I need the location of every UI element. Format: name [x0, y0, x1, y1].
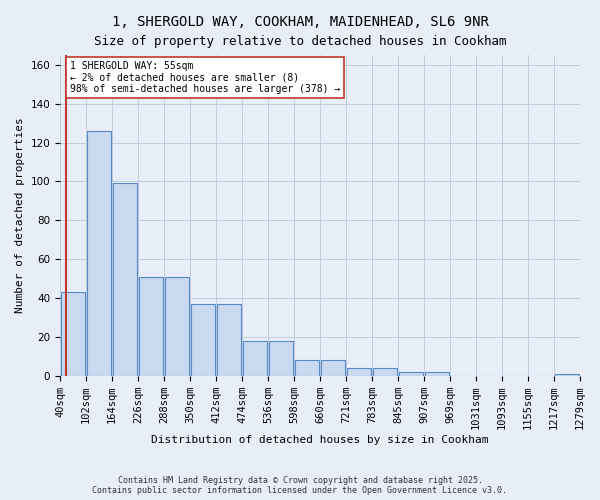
Bar — [320, 360, 346, 376]
Bar — [269, 341, 293, 376]
Bar — [86, 131, 112, 376]
Bar — [164, 277, 190, 376]
Text: 1 SHERGOLD WAY: 55sqm
← 2% of detached houses are smaller (8)
98% of semi-detach: 1 SHERGOLD WAY: 55sqm ← 2% of detached h… — [70, 61, 340, 94]
Bar — [425, 372, 449, 376]
Bar — [139, 277, 163, 376]
Bar — [347, 368, 371, 376]
Bar — [398, 372, 424, 376]
Bar — [242, 341, 268, 376]
Bar — [61, 292, 85, 376]
Bar — [295, 360, 319, 376]
Y-axis label: Number of detached properties: Number of detached properties — [15, 118, 25, 314]
Bar — [217, 304, 241, 376]
X-axis label: Distribution of detached houses by size in Cookham: Distribution of detached houses by size … — [151, 435, 489, 445]
Text: Contains HM Land Registry data © Crown copyright and database right 2025.
Contai: Contains HM Land Registry data © Crown c… — [92, 476, 508, 495]
Bar — [554, 374, 580, 376]
Bar — [191, 304, 215, 376]
Bar — [113, 184, 137, 376]
Bar — [373, 368, 397, 376]
Text: Size of property relative to detached houses in Cookham: Size of property relative to detached ho… — [94, 35, 506, 48]
Text: 1, SHERGOLD WAY, COOKHAM, MAIDENHEAD, SL6 9NR: 1, SHERGOLD WAY, COOKHAM, MAIDENHEAD, SL… — [112, 15, 488, 29]
